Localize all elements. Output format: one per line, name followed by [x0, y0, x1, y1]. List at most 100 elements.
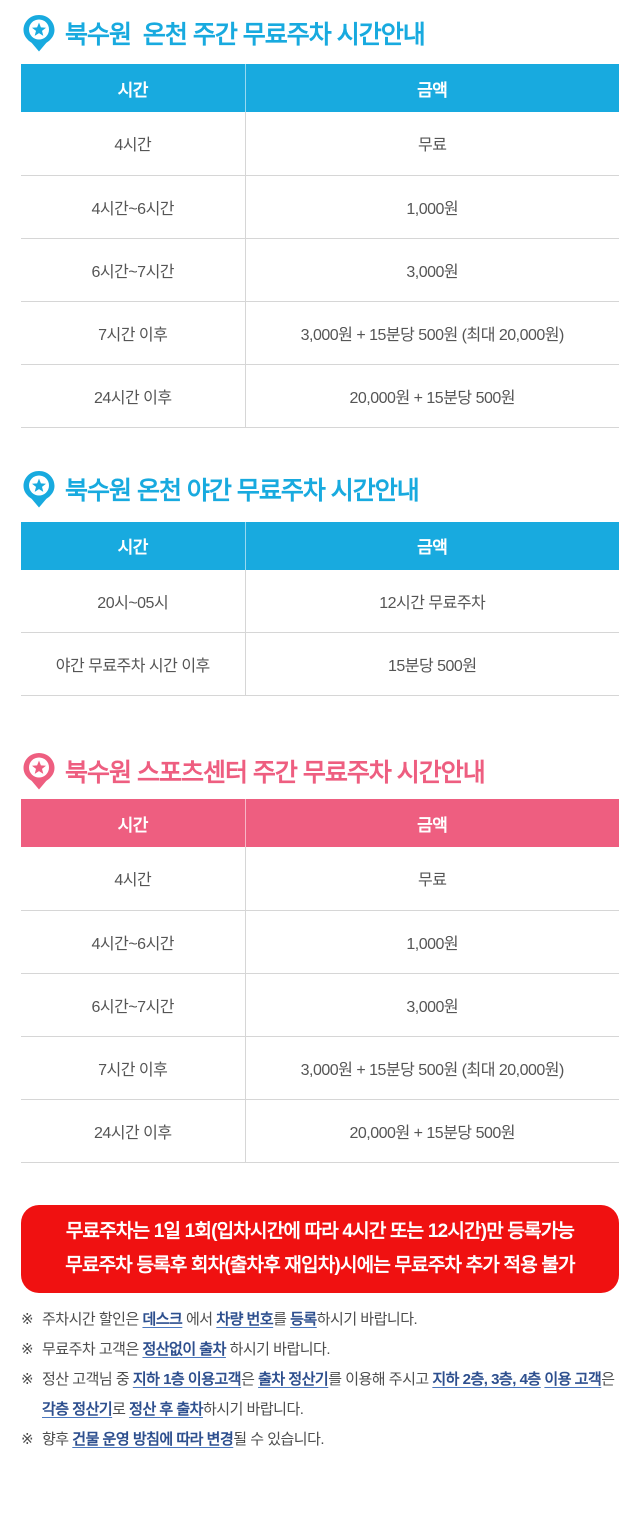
amount-cell: 20,000원 + 15분당 500원 [245, 364, 619, 428]
plain-text: 하시기 바랍니다. [316, 1310, 418, 1328]
col-header-time: 시간 [21, 799, 246, 847]
amount-cell: 무료 [245, 112, 619, 176]
asterisk-marker: ※ [21, 1430, 34, 1448]
col-header-time: 시간 [21, 64, 246, 112]
table-row: 4시간 무료 [21, 847, 619, 911]
fee-table: 시간 금액 20시~05시 12시간 무료주차 야간 무료주차 시간 이후 15분당 … [21, 521, 619, 696]
amount-cell: 3,000원 + 15분당 500원 (최대 20,000원) [245, 1036, 619, 1100]
plain-text: 하시기 바랍니다. [225, 1340, 331, 1358]
col-header-amount: 금액 [245, 64, 619, 112]
table-row: 7시간 이후 3,000원 + 15분당 500원 (최대 20,000원) [21, 301, 619, 365]
amount-cell: 1,000원 [245, 175, 619, 239]
table-row: 야간 무료주차 시간 이후 15분당 500원 [21, 632, 619, 696]
table-header-row: 시간 금액 [21, 521, 619, 570]
plain-text: 향후 [42, 1430, 73, 1448]
parking-info-page: { "colors": { "blue": "#18aadf", "pink":… [0, 14, 640, 1515]
table-row: 24시간 이후 20,000원 + 15분당 500원 [21, 1099, 619, 1163]
time-cell: 24시간 이후 [21, 364, 246, 428]
plain-text: 에서 [182, 1310, 217, 1328]
time-cell: 6시간~7시간 [21, 238, 246, 302]
plain-text: 를 [273, 1310, 291, 1328]
notice-line: 무료주차 등록후 회차(출차후 재입차)시에는 무료주차 추가 적용 불가 [65, 1255, 575, 1276]
emphasized-text: 등록 [290, 1310, 317, 1328]
table-row: 24시간 이후 20,000원 + 15분당 500원 [21, 364, 619, 428]
asterisk-marker: ※ [21, 1340, 34, 1358]
amount-cell: 3,000원 + 15분당 500원 (최대 20,000원) [245, 301, 619, 365]
note-item: ※ 향후 건물 운영 방침에 따라 변경될 수 있습니다. [21, 1425, 619, 1455]
table-row: 20시~05시 12시간 무료주차 [21, 569, 619, 633]
emphasized-text: 이용 고객 [544, 1370, 602, 1388]
table-row: 6시간~7시간 3,000원 [21, 238, 619, 302]
time-cell: 4시간 [21, 847, 246, 911]
notes: ※ 주차시간 할인은 데스크 에서 차량 번호를 등록하시기 바랍니다. ※ 무… [21, 1305, 619, 1455]
plain-text: 은 [241, 1370, 259, 1388]
asterisk-marker: ※ [21, 1370, 34, 1388]
time-cell: 4시간 [21, 112, 246, 176]
plain-text: 무료주차 고객은 [42, 1340, 143, 1358]
location-pin-star-icon [23, 753, 55, 790]
amount-cell: 20,000원 + 15분당 500원 [245, 1099, 619, 1163]
section-title: 북수원 온천 주간 무료주차 시간안내 [21, 14, 619, 52]
section-title: 북수원 온천 야간 무료주차 시간안내 [21, 470, 619, 508]
table-header-row: 시간 금액 [21, 799, 619, 847]
note-item: ※ 주차시간 할인은 데스크 에서 차량 번호를 등록하시기 바랍니다. [21, 1305, 619, 1335]
table-row: 4시간 무료 [21, 112, 619, 176]
note-item: ※ 무료주차 고객은 정산없이 출차 하시기 바랍니다. [21, 1335, 619, 1365]
amount-cell: 무료 [245, 847, 619, 911]
time-cell: 7시간 이후 [21, 1036, 246, 1100]
emphasized-text: 정산없이 출차 [142, 1340, 226, 1358]
plain-text: 될 수 있습니다. [233, 1430, 325, 1448]
table-row: 6시간~7시간 3,000원 [21, 973, 619, 1037]
amount-cell: 12시간 무료주차 [245, 569, 619, 633]
time-cell: 6시간~7시간 [21, 973, 246, 1037]
plain-text: 로 [112, 1400, 130, 1418]
section-title: 북수원 스포츠센터 주간 무료주차 시간안내 [21, 752, 619, 790]
amount-cell: 15분당 500원 [245, 632, 619, 696]
plain-text: 은 [601, 1370, 615, 1388]
emphasized-text: 지하 1층 이용고객 [132, 1370, 242, 1388]
emphasized-text: 건물 운영 방침에 따라 변경 [72, 1430, 234, 1448]
table-row: 4시간~6시간 1,000원 [21, 910, 619, 974]
asterisk-marker: ※ [21, 1310, 34, 1328]
page-container: 북수원 온천 주간 무료주차 시간안내 시간 금액 4시간 무료 4시간~6시간 1,… [0, 14, 640, 1455]
plain-text: 정산 고객님 중 [42, 1370, 133, 1388]
emphasized-text: 데스크 [142, 1310, 183, 1328]
emphasized-text: 출차 정산기 [258, 1370, 329, 1388]
note-item: ※ 정산 고객님 중 지하 1층 이용고객은 출차 정산기를 이용해 주시고 지… [21, 1365, 619, 1425]
fee-table: 시간 금액 4시간 무료 4시간~6시간 1,000원 6시간~7시간 3,000원 7시간… [21, 64, 619, 428]
emphasized-text: 각층 정산기 [42, 1400, 113, 1418]
col-header-amount: 금액 [245, 799, 619, 847]
plain-text: 를 이용해 주시고 [328, 1370, 433, 1388]
time-cell: 20시~05시 [21, 569, 246, 633]
section-title-text: 북수원 스포츠센터 주간 무료주차 시간안내 [65, 759, 486, 787]
col-header-amount: 금액 [245, 521, 619, 570]
notice-line: 무료주차는 1일 1회(입차시간에 따라 4시간 또는 12시간)만 등록가능 [65, 1221, 575, 1242]
time-cell: 4시간~6시간 [21, 175, 246, 239]
time-cell: 4시간~6시간 [21, 910, 246, 974]
time-cell: 야간 무료주차 시간 이후 [21, 632, 246, 696]
note-text: 정산 고객님 중 지하 1층 이용고객은 출차 정산기를 이용해 주시고 지하 … [42, 1365, 619, 1425]
col-header-time: 시간 [21, 521, 246, 570]
section-onsen-day: 북수원 온천 주간 무료주차 시간안내 시간 금액 4시간 무료 4시간~6시간 1,… [21, 14, 619, 428]
emphasized-text: 정산 후 출차 [129, 1400, 203, 1418]
emphasized-text: 차량 번호 [216, 1310, 274, 1328]
section-onsen-night: 북수원 온천 야간 무료주차 시간안내 시간 금액 20시~05시 12시간 무료… [21, 470, 619, 696]
table-row: 7시간 이후 3,000원 + 15분당 500원 (최대 20,000원) [21, 1036, 619, 1100]
section-title-text: 북수원 온천 주간 무료주차 시간안내 [65, 21, 426, 49]
section-title-text: 북수원 온천 야간 무료주차 시간안내 [65, 476, 420, 505]
amount-cell: 3,000원 [245, 238, 619, 302]
section-sports-day: 북수원 스포츠센터 주간 무료주차 시간안내 시간 금액 4시간 무료 4시간~6시… [21, 752, 619, 1163]
emphasized-text: 지하 2층, 3층, 4층 [432, 1370, 541, 1388]
time-cell: 24시간 이후 [21, 1099, 246, 1163]
note-text: 향후 건물 운영 방침에 따라 변경될 수 있습니다. [42, 1425, 619, 1455]
table-header-row: 시간 금액 [21, 64, 619, 112]
plain-text: 하시기 바랍니다. [202, 1400, 304, 1418]
free-parking-notice: 무료주차는 1일 1회(입차시간에 따라 4시간 또는 12시간)만 등록가능 … [21, 1204, 619, 1293]
amount-cell: 3,000원 [245, 973, 619, 1037]
plain-text: 주차시간 할인은 [42, 1310, 143, 1328]
time-cell: 7시간 이후 [21, 301, 246, 365]
fee-table: 시간 금액 4시간 무료 4시간~6시간 1,000원 6시간~7시간 3,000원 7시간… [21, 799, 619, 1163]
note-text: 무료주차 고객은 정산없이 출차 하시기 바랍니다. [42, 1335, 619, 1365]
location-pin-star-icon [23, 470, 55, 507]
note-text: 주차시간 할인은 데스크 에서 차량 번호를 등록하시기 바랍니다. [42, 1305, 619, 1335]
